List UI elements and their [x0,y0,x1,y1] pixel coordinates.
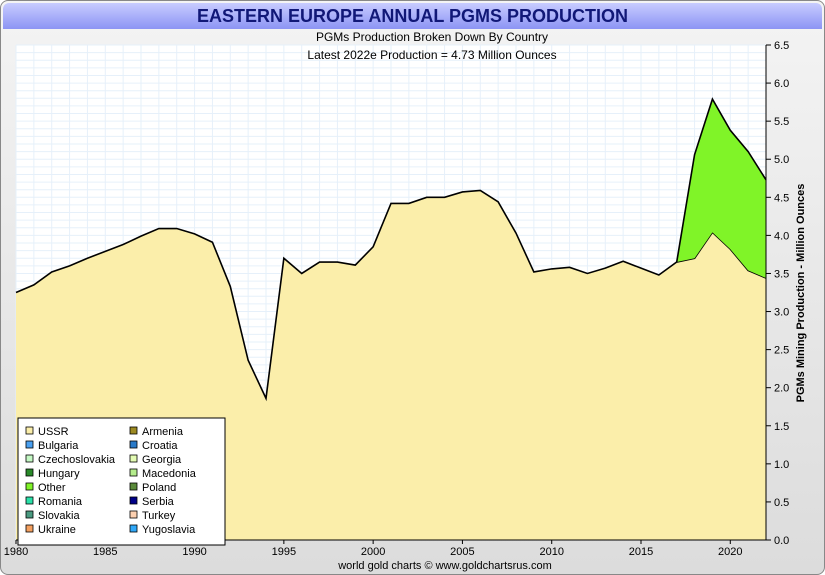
x-tick-label: 2000 [361,546,385,558]
chart-subtitle-2: Latest 2022e Production = 4.73 Million O… [307,48,556,62]
legend-swatch [25,496,34,505]
legend-swatch [129,454,138,463]
y-tick-label: 3.5 [774,268,789,280]
x-tick-label: 2015 [629,546,653,558]
legend-swatch [129,510,138,519]
y-tick-label: 1.5 [774,421,789,433]
y-tick-label: 0.5 [774,497,789,509]
legend-swatch [129,426,138,435]
x-tick-label: 1985 [93,546,117,558]
x-tick-label: 1980 [4,546,28,558]
legend-swatch [129,482,138,491]
legend-label: Czechoslovakia [38,454,116,466]
legend-label: Hungary [38,468,80,480]
y-tick-label: 3.0 [774,307,789,319]
legend-label: Bulgaria [38,440,79,452]
legend [17,417,226,546]
y-tick-label: 2.0 [774,383,789,395]
legend-swatch [25,510,34,519]
chart-subtitle: PGMs Production Broken Down By Country [316,30,548,44]
x-tick-label: 1990 [182,546,206,558]
legend-label: Romania [38,496,83,508]
footer-credit: world gold charts © www.goldchartsrus.co… [337,560,552,572]
y-tick-label: 5.5 [774,116,789,128]
legend-label: Serbia [142,496,175,508]
y-tick-label: 6.0 [774,78,789,90]
x-tick-label: 1995 [272,546,296,558]
legend-swatch [129,496,138,505]
y-tick-label: 2.5 [774,345,789,357]
area-other [676,99,766,279]
legend-label: Armenia [142,426,184,438]
legend-swatch [25,454,34,463]
x-tick-label: 2005 [450,546,474,558]
legend-label: Slovakia [38,510,80,522]
x-tick-label: 2010 [539,546,563,558]
y-axis-label: PGMs Mining Production - Million Ounces [795,184,807,403]
legend-swatch [129,524,138,533]
legend-label: Poland [142,482,176,494]
y-tick-label: 4.0 [774,230,789,242]
y-tick-label: 6.5 [774,40,789,52]
legend-label: USSR [38,426,69,438]
legend-swatch [25,468,34,477]
legend-label: Macedonia [142,468,197,480]
legend-label: Croatia [142,440,178,452]
legend-swatch [129,468,138,477]
x-tick-label: 2020 [718,546,742,558]
y-tick-label: 4.5 [774,192,789,204]
line-ussr [15,189,767,402]
chart-title: EASTERN EUROPE ANNUAL PGMS PRODUCTION [3,3,822,29]
legend-swatch [25,482,34,491]
legend-swatch [129,440,138,449]
legend-swatch [25,426,34,435]
legend-label: Turkey [142,510,176,522]
line-other [675,97,767,263]
legend-swatch [25,524,34,533]
y-tick-label: 5.0 [774,154,789,166]
legend-label: Other [38,482,66,494]
legend-swatch [25,440,34,449]
y-tick-label: 1.0 [774,459,789,471]
legend-label: Georgia [142,454,182,466]
legend-label: Yugoslavia [142,524,196,536]
y-tick-label: 0.0 [774,535,789,547]
legend-label: Ukraine [38,524,76,536]
